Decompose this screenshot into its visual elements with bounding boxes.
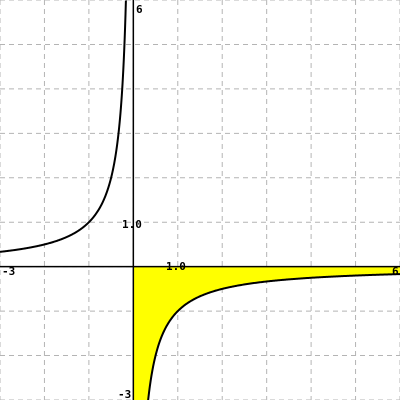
tick-label-y-max: 6 [136,3,143,16]
tick-labels: 6 1.0 -3 1.0 6 -3 [2,3,399,400]
curve-branch-right [147,273,400,400]
curve-branch-left [0,0,127,253]
tick-label-x-min: -3 [2,265,15,278]
tick-label-x-unit: 1.0 [166,260,186,273]
tick-label-y-min: -3 [118,388,131,400]
tick-label-x-max: 6 [392,265,399,278]
tick-label-y-unit: 1.0 [122,218,142,231]
shaded-region [133,266,400,400]
